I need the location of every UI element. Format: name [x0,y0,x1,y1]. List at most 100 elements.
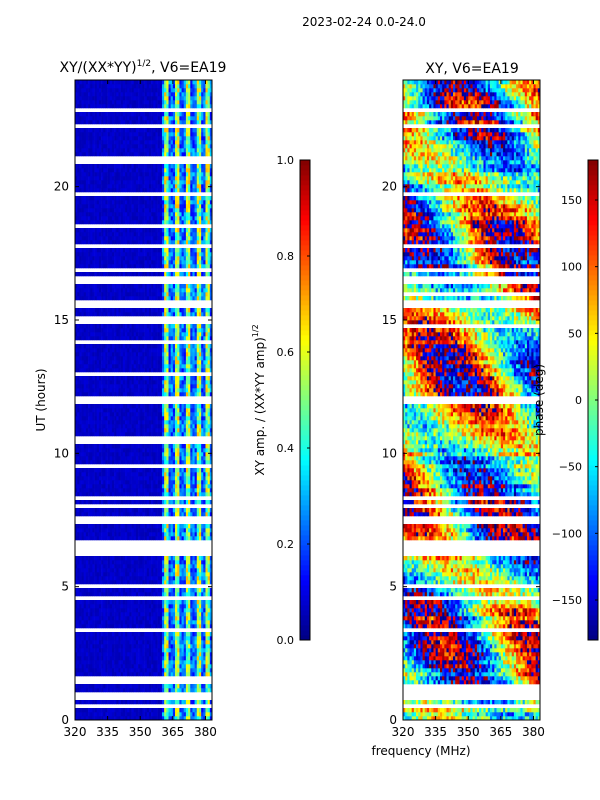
amp-heatmap-cell [90,312,93,317]
amp-heatmap-cell [96,392,100,397]
amp-heatmap-cell [183,624,187,629]
amp-heatmap-cell [79,376,82,381]
amp-heatmap-cell [161,380,165,385]
amp-heatmap-cell [85,508,89,513]
amp-heatmap-cell [131,336,135,341]
amp-heatmap-cell [138,672,141,677]
amp-heatmap-cell [164,572,167,577]
amp-heatmap-cell [166,468,169,473]
amp-heatmap-cell [127,364,130,369]
amp-heatmap-cell [94,472,98,477]
amp-heatmap-cell [153,468,156,473]
amp-heatmap-cell [172,556,176,561]
amp-heatmap-cell [83,576,87,581]
amp-heatmap-cell [116,564,119,569]
amp-heatmap-cell [105,380,108,385]
amp-heatmap-cell [153,376,156,381]
amp-heatmap-cell [164,356,167,361]
amp-heatmap-cell [116,632,119,637]
amp-heatmap-cell [209,428,213,433]
amp-heatmap-cell [125,416,128,421]
amp-heatmap-cell [188,352,191,357]
amp-heatmap-cell [114,484,117,489]
amp-heatmap-cell [205,664,208,669]
amp-heatmap-cell [94,420,98,425]
amp-heatmap-cell [192,492,195,497]
amp-heatmap-cell [85,616,89,621]
amp-heatmap-cell [103,364,106,369]
amp-heatmap-cell [179,708,182,713]
amp-heatmap-cell [111,716,115,721]
amp-heatmap-cell [81,632,84,637]
amp-heatmap-cell [118,660,121,665]
amp-heatmap-cell [148,452,152,457]
amp-heatmap-cell [96,488,100,493]
amp-heatmap-cell [172,528,176,533]
amp-heatmap-cell [90,604,93,609]
amp-heatmap-cell [166,684,169,689]
amp-heatmap-cell [168,472,171,477]
amp-heatmap-cell [148,324,152,329]
amp-heatmap-cell [153,580,156,585]
amp-heatmap-cell [79,468,82,473]
amp-heatmap-cell [79,408,82,413]
amp-heatmap-cell [190,452,193,457]
amp-heatmap-cell [120,324,124,329]
amp-heatmap-cell [185,328,189,333]
amp-heatmap-cell [159,392,163,397]
amp-heatmap-cell [172,488,176,493]
amp-heatmap-cell [98,404,102,409]
amp-heatmap-cell [127,408,130,413]
amp-heatmap-cell [116,612,119,617]
amp-heatmap-cell [122,632,126,637]
amp-heatmap-cell [131,580,135,585]
amp-heatmap-cell [183,592,187,597]
amp-heatmap-cell [133,684,137,689]
amp-heatmap-cell [166,392,169,397]
amp-heatmap-cell [203,536,206,541]
amp-heatmap-cell [81,712,84,717]
amp-heatmap-cell [111,332,115,337]
amp-heatmap-cell [138,500,141,505]
amp-heatmap-cell [138,588,141,593]
amp-heatmap-cell [159,636,163,641]
amp-heatmap-cell [179,456,182,461]
amp-heatmap-cell [114,592,117,597]
amp-heatmap-cell [127,684,130,689]
amp-heatmap-cell [181,648,185,653]
amp-heatmap-cell [142,332,145,337]
amp-heatmap-cell [164,592,167,597]
amp-heatmap-cell [151,508,154,513]
amp-heatmap-cell [120,572,124,577]
amp-heatmap-cell [118,344,121,349]
amp-heatmap-cell [101,384,104,389]
amp-heatmap-cell [159,416,163,421]
amp-heatmap-cell [92,384,95,389]
amp-heatmap-cell [172,296,176,301]
amp-heatmap-cell [116,492,119,497]
amp-heatmap-cell [168,684,171,689]
amp-heatmap-cell [135,644,139,649]
amp-heatmap-cell [144,648,148,653]
amp-heatmap-cell [153,652,156,657]
amp-heatmap-cell [157,536,161,541]
amp-heatmap-cell [179,524,182,529]
amp-heatmap-cell [142,536,145,541]
amp-heatmap-cell [81,532,84,537]
amp-heatmap-cell [192,620,195,625]
amp-heatmap-cell [181,380,185,385]
amp-heatmap-cell [144,620,148,625]
amp-heatmap-cell [116,652,119,657]
amp-heatmap-cell [111,620,115,625]
amp-heatmap-cell [105,528,108,533]
amp-heatmap-cell [177,404,180,409]
amp-heatmap-cell [133,616,137,621]
amp-heatmap-cell [83,360,87,365]
amp-heatmap-cell [148,560,152,565]
amp-heatmap-cell [164,388,167,393]
amp-heatmap-cell [125,576,128,581]
amp-heatmap-cell [209,296,213,301]
amp-heatmap-cell [151,460,154,465]
amp-heatmap-cell [90,408,93,413]
amp-heatmap-cell [131,388,135,393]
